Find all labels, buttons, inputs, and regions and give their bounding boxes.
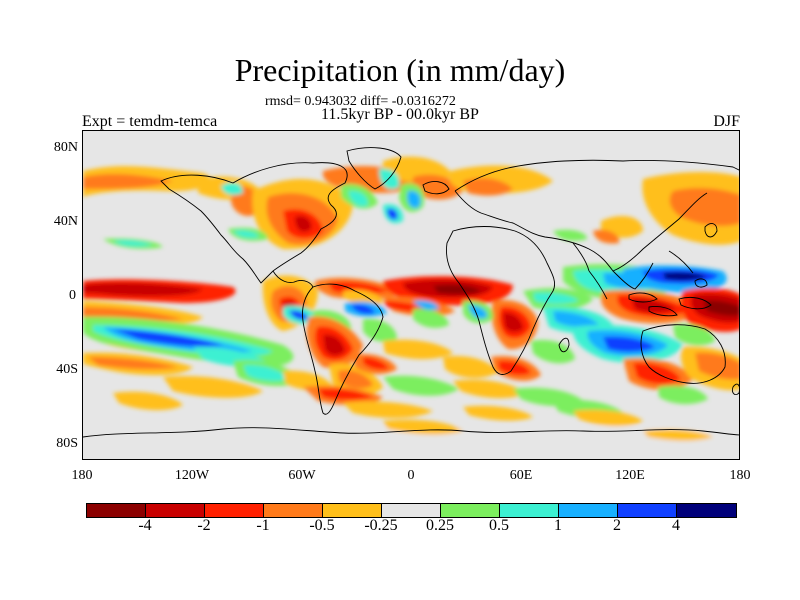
colorbar-label: -1	[256, 517, 270, 534]
lat-label-40n: 40N	[53, 214, 78, 229]
lat-label-0: 0	[69, 288, 76, 303]
lat-label-80n: 80N	[53, 140, 78, 155]
colorbar-swatch	[618, 504, 677, 517]
colorbar-swatch	[264, 504, 323, 517]
colorbar-swatch	[87, 504, 146, 517]
colorbar-swatch	[500, 504, 559, 517]
season-label: DJF	[713, 113, 740, 130]
colorbar-swatch	[441, 504, 500, 517]
precipitation-map	[82, 130, 740, 460]
period-subtitle: 11.5kyr BP - 00.0kyr BP	[321, 106, 479, 123]
coastlines	[83, 147, 739, 438]
lon-label-120e: 120E	[615, 468, 645, 483]
colorbar-label: 1	[554, 517, 562, 534]
lon-label-180w: 180	[71, 468, 93, 483]
colorbar-label: -2	[197, 517, 211, 534]
lat-label-80s: 80S	[56, 436, 78, 451]
colorbar-label: 0.25	[426, 517, 454, 534]
lon-label-120w: 120W	[174, 468, 210, 483]
colorbar-label: -0.5	[309, 517, 335, 534]
lon-label-60w: 60W	[288, 468, 316, 483]
lon-label-180e: 180	[729, 468, 751, 483]
colorbar-label: -4	[138, 517, 152, 534]
stats-subtitle: rmsd= 0.943032 diff= -0.0316272	[265, 94, 456, 109]
colorbar-swatch	[559, 504, 618, 517]
colorbar-label: 4	[672, 517, 680, 534]
map-svg	[83, 147, 739, 459]
colorbar-swatch	[146, 504, 205, 517]
plot-title: Precipitation (in mm/day)	[234, 52, 566, 88]
colorbar-swatch	[205, 504, 264, 517]
colorbar-swatch	[382, 504, 441, 517]
lon-label-60e: 60E	[509, 468, 533, 483]
colorbar-label: 2	[613, 517, 621, 534]
lon-label-0: 0	[407, 468, 415, 483]
experiment-label: Expt = temdm-temca	[82, 113, 218, 130]
colorbar	[86, 503, 737, 518]
colorbar-label: 0.5	[489, 517, 509, 534]
colorbar-swatch	[323, 504, 382, 517]
lat-label-40s: 40S	[56, 362, 78, 377]
colorbar-swatch	[677, 504, 736, 517]
colorbar-label: -0.25	[364, 517, 398, 534]
precip-anomaly-field	[83, 156, 739, 459]
